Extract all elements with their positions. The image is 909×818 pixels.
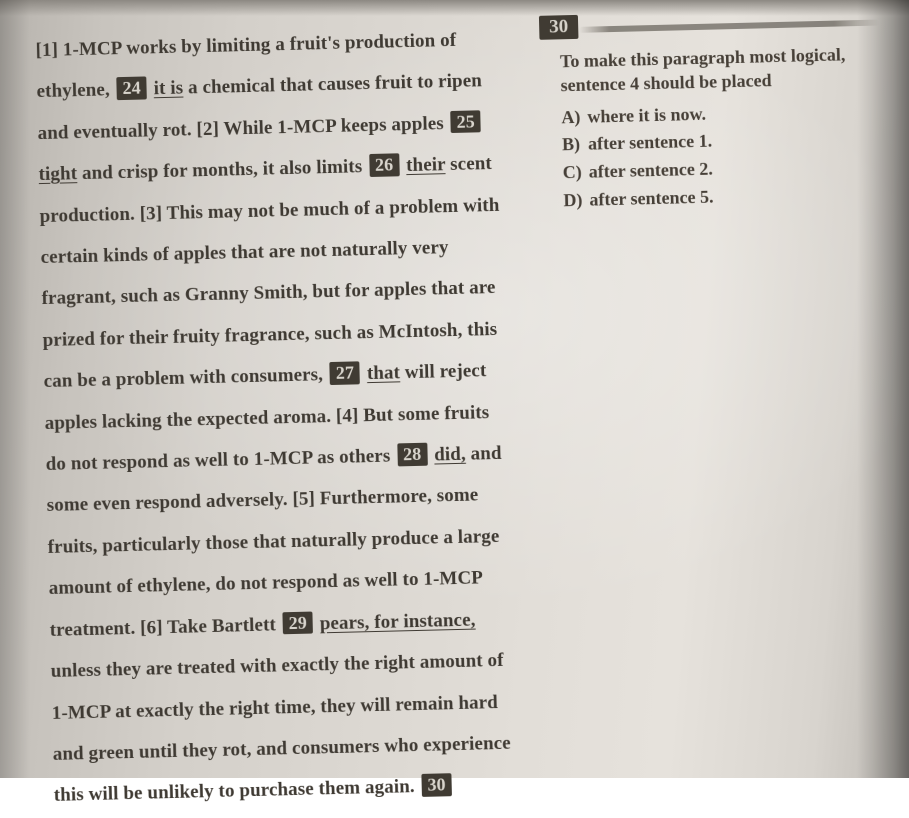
inline-question-box: 26 <box>369 154 400 177</box>
page-content: [1] 1-MCP works by limiting a fruit's pr… <box>0 0 909 789</box>
passage-text: [1] 1-MCP works by limiting a fruit's pr… <box>35 19 514 817</box>
underlined-span: it is <box>153 78 183 100</box>
choice-letter: C) <box>562 159 589 188</box>
underlined-span: that <box>367 363 401 385</box>
inline-question-box: 24 <box>116 77 147 100</box>
choice-text: where it is now. <box>587 103 706 126</box>
question-block: 30 To make this paragraph most logical, … <box>539 8 874 216</box>
inline-question-box: 30 <box>421 774 452 797</box>
question-number-box: 30 <box>539 15 579 40</box>
question-stem: To make this paragraph most logical, sen… <box>560 42 871 98</box>
question-bar <box>579 20 879 33</box>
inline-question-box: 28 <box>397 443 428 466</box>
answer-choices: A)where it is now. B)after sentence 1. C)a… <box>561 96 874 215</box>
choice-text: after sentence 2. <box>588 159 713 182</box>
inline-question-box: 25 <box>450 110 481 133</box>
underlined-span: their <box>406 154 446 176</box>
choice-text: after sentence 1. <box>588 131 713 154</box>
underlined-span: pears, for instance, <box>320 609 476 634</box>
inline-question-box: 29 <box>282 611 313 634</box>
choice-text: after sentence 5. <box>589 187 714 210</box>
choice-letter: A) <box>561 103 588 132</box>
underlined-span: tight <box>38 163 77 185</box>
inline-question-box: 27 <box>330 362 361 385</box>
underlined-span: did, <box>434 444 466 466</box>
choice-letter: D) <box>563 187 590 216</box>
choice-letter: B) <box>562 131 589 160</box>
